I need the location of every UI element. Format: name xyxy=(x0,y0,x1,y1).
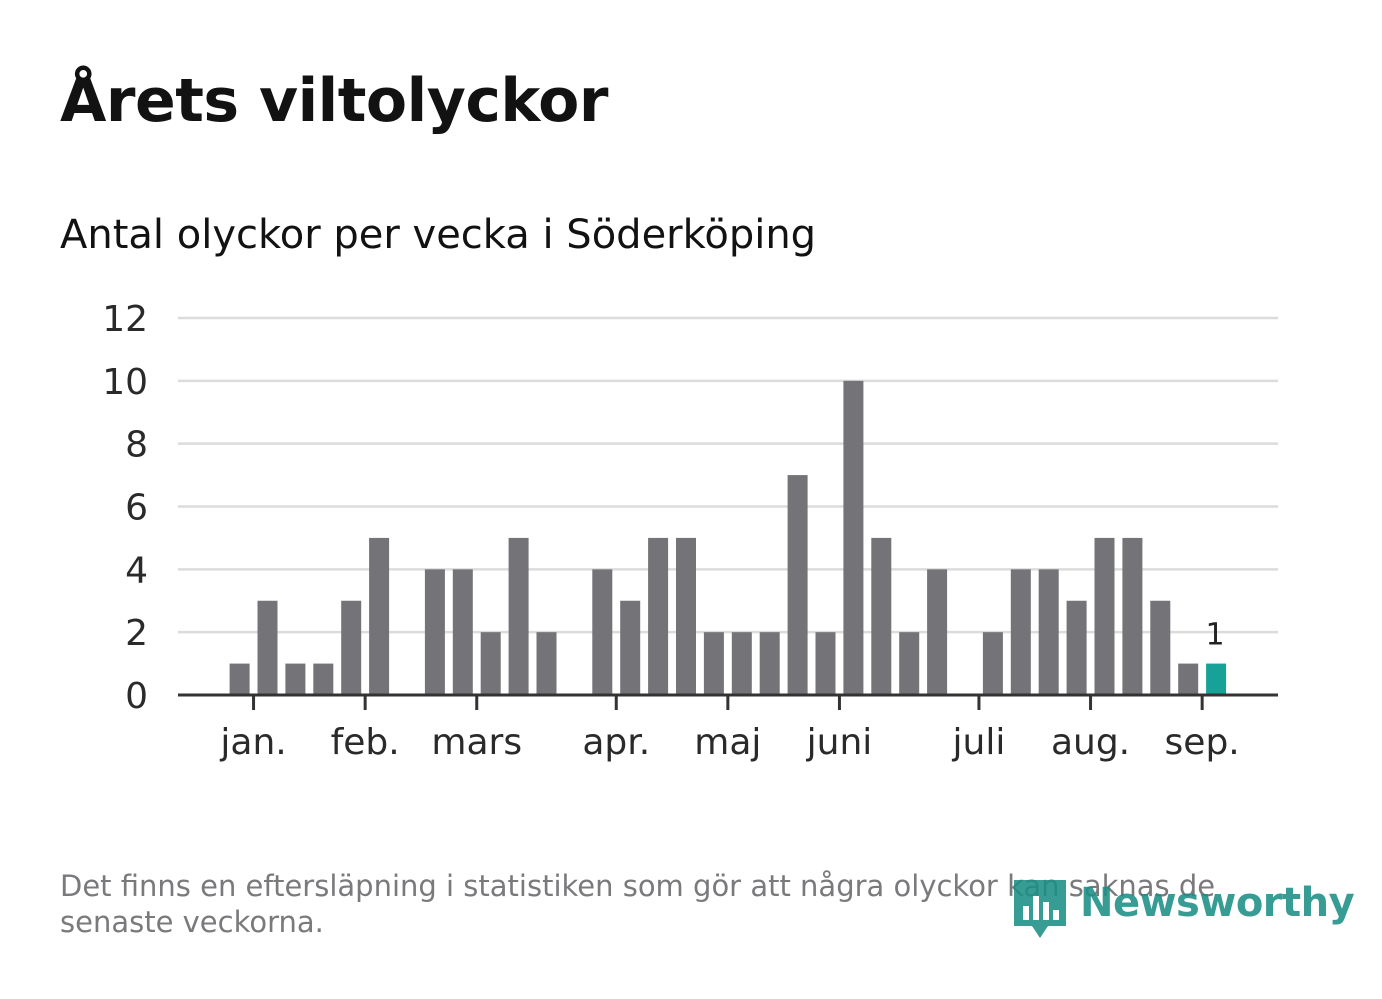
bar xyxy=(982,632,1003,695)
chart-subtitle: Antal olyckor per vecka i Söderköping xyxy=(60,212,817,258)
x-tick-label: jan. xyxy=(219,722,286,763)
x-axis: jan. feb. mars apr. maj juni juli aug. sep. xyxy=(178,693,1278,763)
y-tick-label: 4 xyxy=(125,550,148,591)
bar xyxy=(592,569,613,695)
x-tick-label: juni xyxy=(806,722,873,763)
bar xyxy=(257,600,278,695)
gridlines xyxy=(178,316,1278,634)
chart-title: Årets viltolyckor xyxy=(60,66,609,136)
bar xyxy=(536,632,557,695)
x-tick-label: aug. xyxy=(1051,722,1130,763)
x-tick-label: maj xyxy=(694,722,761,763)
x-tick-label: sep. xyxy=(1165,722,1240,763)
newsworthy-logo: Newsworthy xyxy=(1010,876,1355,946)
x-tick-label: juli xyxy=(952,722,1006,763)
bar xyxy=(341,600,362,695)
bar-chart: 0 2 4 6 8 10 12 jan. feb. mars apr. maj juni juli aug… xyxy=(102,299,1278,763)
bar xyxy=(648,537,669,695)
bar xyxy=(815,632,836,695)
bar xyxy=(871,537,892,695)
bar xyxy=(285,663,306,695)
y-tick-label: 2 xyxy=(125,613,148,654)
bar xyxy=(620,600,641,695)
bar xyxy=(1066,600,1087,695)
y-tick-label: 12 xyxy=(102,299,148,340)
bar xyxy=(229,663,250,695)
highlighted-bar xyxy=(1206,663,1227,695)
bar xyxy=(1150,600,1171,695)
y-tick-label: 0 xyxy=(125,676,148,717)
y-axis-tick-labels: 0 2 4 6 8 10 12 xyxy=(102,299,148,717)
bars xyxy=(229,380,1227,695)
bar xyxy=(787,475,808,695)
highlight-value-label: 1 xyxy=(1206,618,1225,653)
y-tick-label: 6 xyxy=(125,488,148,529)
bar xyxy=(1178,663,1199,695)
newsworthy-bar-chart-icon xyxy=(1014,880,1066,938)
bar xyxy=(424,569,445,695)
bar xyxy=(508,537,529,695)
bar xyxy=(1010,569,1031,695)
bar xyxy=(731,632,752,695)
bar xyxy=(452,569,473,695)
logo-text: Newsworthy xyxy=(1080,880,1355,926)
bar xyxy=(843,380,864,695)
x-tick-label: mars xyxy=(431,722,522,763)
bar xyxy=(313,663,334,695)
bar xyxy=(1094,537,1115,695)
bar xyxy=(927,569,948,695)
x-tick-label: feb. xyxy=(331,722,400,763)
bar xyxy=(899,632,920,695)
data-labels: 1 xyxy=(1206,618,1225,653)
bar xyxy=(1038,569,1059,695)
bar xyxy=(1122,537,1143,695)
bar xyxy=(759,632,780,695)
y-tick-label: 8 xyxy=(125,425,148,466)
bar xyxy=(676,537,696,695)
bar xyxy=(369,537,390,695)
bar xyxy=(480,632,501,695)
bar xyxy=(703,632,724,695)
y-tick-label: 10 xyxy=(102,362,148,403)
x-tick-label: apr. xyxy=(582,722,650,763)
